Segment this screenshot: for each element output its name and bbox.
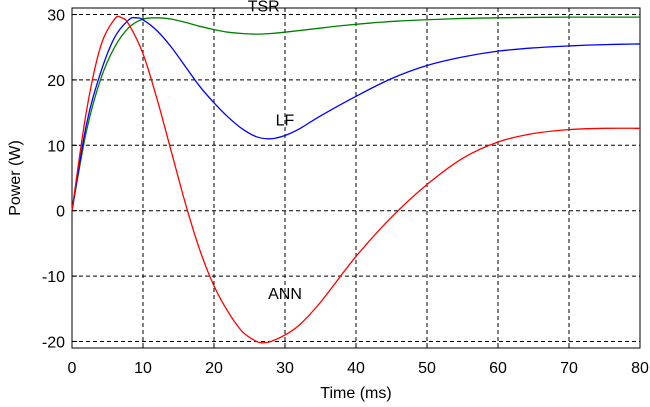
x-tick-label: 60 [489,360,507,377]
x-tick-label: 10 [134,360,152,377]
y-axis-label: Power (W) [7,140,24,216]
x-tick-label: 30 [276,360,294,377]
x-tick-label: 50 [418,360,436,377]
x-tick-label: 20 [205,360,223,377]
y-tick-label: 0 [56,204,65,221]
series-labels: TSR LF ANN [248,0,302,303]
series-line-tsr [71,16,641,211]
y-tick-label: 10 [47,138,65,155]
x-tick-label: 80 [631,360,649,377]
y-tick-label: 30 [47,8,65,25]
series-label-tsr: TSR [248,0,280,15]
series-layer [71,15,641,344]
y-tick-label: -20 [42,334,65,351]
series-label-lf: LF [276,113,295,130]
x-axis-label: Time (ms) [320,385,391,402]
series-line-lf [71,16,641,211]
x-tick-label: 0 [68,360,77,377]
y-tick-label: -10 [42,269,65,286]
series-line-ann [71,15,641,344]
x-tick-label: 40 [347,360,365,377]
axis-ticks: 0 10 20 30 40 50 60 70 80 -20 -10 0 10 20 30 [42,8,649,377]
series-label-ann: ANN [268,286,302,303]
y-tick-label: 20 [47,73,65,90]
x-tick-label: 70 [560,360,578,377]
grid-lines [72,8,640,348]
